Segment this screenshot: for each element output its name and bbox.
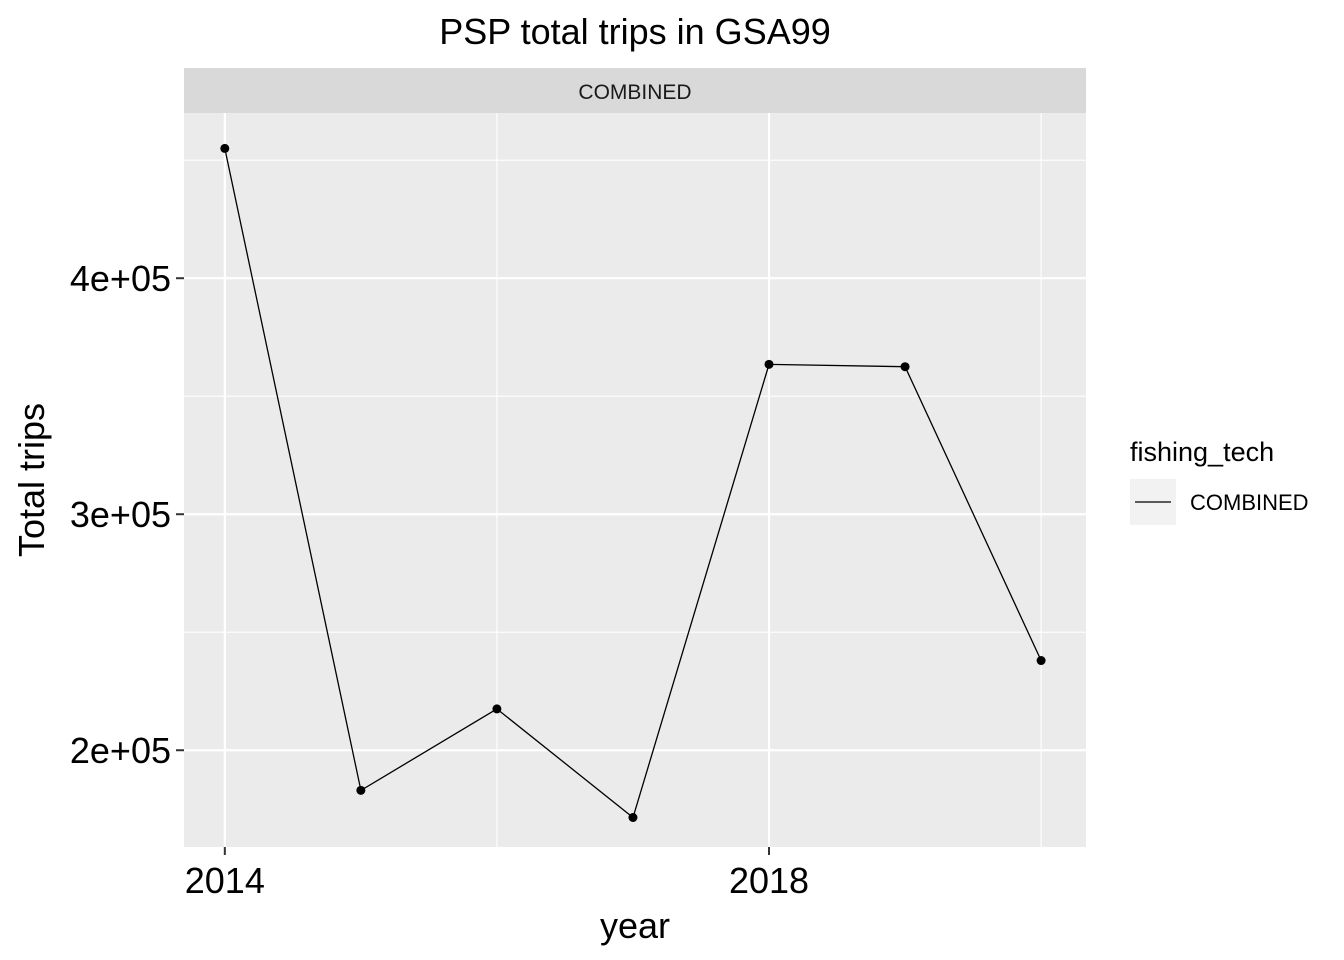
minor-gridlines (184, 113, 1086, 847)
facet-strip (184, 68, 1086, 113)
legend-entries: COMBINED (1130, 479, 1309, 525)
y-axis-title: Total trips (11, 403, 52, 557)
x-tick-label: 2018 (729, 860, 809, 901)
data-point (356, 785, 366, 795)
legend: fishing_tech COMBINED (1130, 437, 1309, 525)
facet-strip-label: COMBINED (578, 81, 691, 104)
plot-panel (184, 113, 1086, 847)
data-point (764, 359, 774, 369)
y-tick-label: 3e+05 (70, 494, 171, 535)
y-tick-label: 4e+05 (70, 258, 171, 299)
data-point (492, 704, 502, 714)
x-tick-label: 2014 (185, 860, 265, 901)
legend-title: fishing_tech (1130, 437, 1274, 467)
y-axis: 2e+05 3e+05 4e+05 (70, 258, 184, 771)
series-layer (220, 143, 1046, 822)
y-tick-label: 2e+05 (70, 730, 171, 771)
legend-entry-label: COMBINED (1190, 490, 1309, 515)
data-point (1036, 656, 1046, 666)
major-gridlines (184, 113, 1086, 847)
x-axis-title: year (600, 905, 670, 946)
data-point (220, 143, 230, 153)
chart-title: PSP total trips in GSA99 (439, 11, 831, 52)
data-point (628, 812, 638, 822)
x-axis: 2014 2018 (185, 847, 809, 901)
data-point (900, 362, 910, 372)
